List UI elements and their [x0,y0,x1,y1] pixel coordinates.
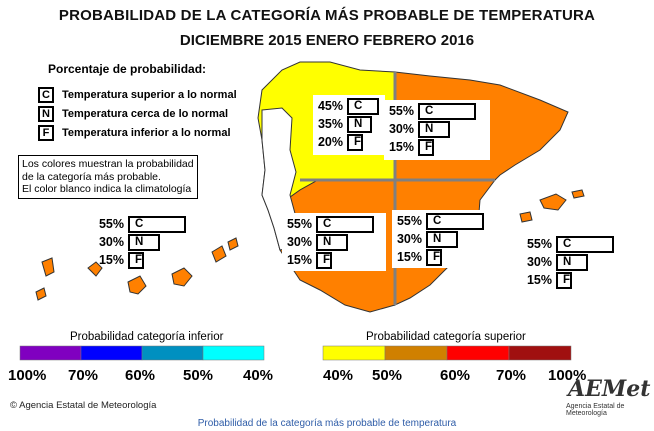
legend-letter-n: N [38,106,54,122]
canary-islands [35,237,239,301]
prob-bar-n: N [128,234,160,251]
prob-bar-c: C [128,216,186,233]
scale-segment-1 [384,345,448,361]
panel-baleares: 55% C 30% N 15% F [522,233,622,291]
note-line-3: El color blanco indica la climatología [22,183,192,195]
color-note: Los colores muestran la probabilidad de … [18,155,198,199]
scale-superior-bar [322,345,572,361]
legend-text-f: Temperatura inferior a lo normal [62,127,231,139]
prob-bar-c: C [347,98,379,115]
prob-bar-n: N [426,231,458,248]
prob-bar-f: F [556,272,572,289]
scale-inf-tick-2: 60% [125,367,156,384]
panel-southeast: 55% C 30% N 15% F [392,210,496,268]
aemet-logo-sub: Agencia Estatal de Meteorología [566,403,625,417]
legend-row-f: F Temperatura inferior a lo normal [38,125,231,141]
pct-f: 15% [286,253,312,267]
footer-caption[interactable]: Probabilidad de la categoría más probabl… [197,418,457,429]
scale-sup-tick-4: 100% [548,367,587,384]
pct-n: 35% [317,117,343,131]
prob-bar-f: F [426,249,442,266]
legend-text-n: Temperatura cerca de lo normal [62,108,229,120]
pct-c: 55% [396,214,422,228]
prob-bar-f: F [418,139,434,156]
prob-bar-c: C [418,103,476,120]
prob-bar-n: N [418,121,450,138]
prob-bar-f: F [128,252,144,269]
note-line-1: Los colores muestran la probabilidad [22,158,194,170]
scale-superior-label: Probabilidad categoría superior [366,331,526,343]
prob-bar-n: N [347,116,372,133]
scale-segment-3 [202,345,265,361]
aemet-logo: AEMet [568,376,651,402]
scale-inf-tick-3: 50% [183,367,214,384]
note-line-2: de la categoría más probable. [22,170,161,183]
scale-segment-0 [322,345,386,361]
prob-bar-c: C [426,213,484,230]
legend-letter-c: C [38,87,54,103]
scale-segment-2 [141,345,204,361]
panel-canarias: 55% C 30% N 15% F [94,213,194,271]
prob-bar-n: N [556,254,588,271]
panel-northeast: 55% C 30% N 15% F [384,100,490,160]
prob-bar-f: F [347,134,363,151]
prob-bar-c: C [556,236,614,253]
scale-inf-tick-1: 70% [68,367,99,384]
legend-row-c: C Temperatura superior a lo normal [38,87,237,103]
prob-bar-f: F [316,252,332,269]
pct-f: 15% [526,273,552,287]
pct-c: 55% [526,237,552,251]
pct-c: 55% [286,217,312,231]
scale-segment-0 [19,345,82,361]
agency-credit: © Agencia Estatal de Meteorología [10,400,157,411]
scale-sup-tick-3: 70% [496,367,527,384]
prob-bar-n: N [316,234,348,251]
pct-n: 30% [98,235,124,249]
scale-inf-tick-0: 100% [8,367,47,384]
scale-sup-tick-2: 60% [440,367,471,384]
pct-c: 55% [98,217,124,231]
map-period: DICIEMBRE 2015 ENERO FEBRERO 2016 [179,32,475,49]
map-title: PROBABILIDAD DE LA CATEGORÍA MÁS PROBABL… [58,7,596,24]
pct-f: 20% [317,135,343,149]
pct-c: 45% [317,99,343,113]
pct-n: 30% [526,255,552,269]
pct-f: 15% [396,250,422,264]
baleares-islands [519,189,585,223]
legend-row-n: N Temperatura cerca de lo normal [38,106,228,122]
pct-c: 55% [388,104,414,118]
scale-segment-2 [446,345,510,361]
scale-inferior-label: Probabilidad categoría inferior [70,331,224,343]
legend-letter-f: F [38,125,54,141]
scale-sup-tick-1: 50% [372,367,403,384]
scale-inf-tick-4: 40% [243,367,274,384]
scale-segment-3 [508,345,572,361]
legend-heading: Porcentaje de probabilidad: [48,62,207,76]
scale-inferior-bar [19,345,265,361]
scale-sup-tick-0: 40% [323,367,354,384]
pct-f: 15% [98,253,124,267]
legend-text-c: Temperatura superior a lo normal [62,89,237,101]
prob-bar-c: C [316,216,374,233]
panel-southwest: 55% C 30% N 15% F [282,213,386,271]
pct-n: 30% [396,232,422,246]
pct-n: 30% [388,122,414,136]
pct-f: 15% [388,140,414,154]
pct-n: 30% [286,235,312,249]
scale-segment-1 [80,345,143,361]
